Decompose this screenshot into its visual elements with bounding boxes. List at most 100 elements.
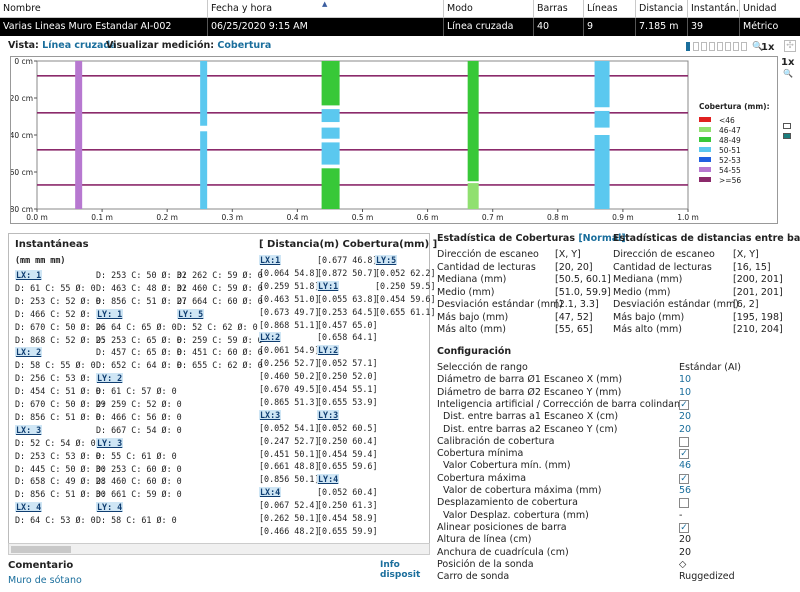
snapshot-entry: D: 661 C: 59 Ø: 0 [96, 489, 182, 499]
col-header-lines[interactable]: Líneas [584, 0, 636, 18]
snapshot-line-tag[interactable]: LY:4 [317, 474, 340, 485]
col-header-unit[interactable]: Unidad [740, 0, 800, 18]
snapshot-text: [0.250 59.5] [375, 280, 436, 291]
snapshot-line-tag[interactable]: LX: 2 [15, 347, 43, 358]
distance-stat-label: Cantidad de lecturas [613, 261, 712, 273]
snapshot-line-tag[interactable]: LX: 4 [15, 502, 43, 513]
distance-stats-title: Estadísticas de distancias entre barras [613, 233, 800, 244]
coverage-stat-label: Más bajo (mm) [437, 311, 509, 323]
snapshot-line-tag[interactable]: LY: 3 [96, 437, 124, 448]
snapshot-text: D: 58 C: 61 Ø: 0 [96, 515, 177, 526]
col-header-datetime[interactable]: Fecha y hora [208, 0, 444, 18]
config-checkbox[interactable] [679, 436, 689, 447]
snapshot-text: D: 52 C: 62 Ø: 0 [177, 321, 258, 332]
snapshot-text: [0.655 59.9] [317, 525, 378, 536]
snapshot-entry: D: 655 C: 62 Ø: 0 [177, 360, 263, 370]
x-tick-label: 0.1 m [91, 213, 113, 222]
snapshot-text: LX: 3 [15, 424, 43, 435]
view-mode-value[interactable]: Línea cruzada [42, 40, 117, 51]
config-checkbox[interactable]: ✓ [679, 522, 689, 533]
config-value[interactable]: Ruggedized [679, 571, 735, 583]
snapshot-line-tag[interactable]: LX:2 [259, 332, 282, 343]
config-value[interactable]: 20 [679, 534, 692, 546]
snapshot-line-tag[interactable]: LY:2 [317, 345, 340, 356]
snapshot-entry: [0.250 60.4] [317, 436, 378, 446]
view-toggle-2-icon[interactable] [783, 133, 791, 139]
config-value[interactable]: - [679, 509, 683, 521]
row-bars[interactable]: 40 [534, 18, 584, 36]
snapshot-line-tag[interactable]: LY:5 [375, 255, 398, 265]
snapshot-entry: D: 253 C: 53 Ø: 0 [15, 451, 101, 461]
snapshot-line-tag[interactable]: LX: 1 [15, 270, 43, 280]
legend-swatch [699, 157, 711, 162]
snapshot-line-tag[interactable]: LY: 4 [96, 502, 124, 513]
scrollbar-thumb[interactable] [11, 546, 71, 553]
row-name[interactable]: Varias Lineas Muro Estandar AI-002 [0, 18, 208, 36]
snapshot-line-tag[interactable]: LX:4 [259, 487, 282, 498]
config-value[interactable]: 46 [679, 460, 692, 472]
snapshot-line-tag[interactable]: LX:1 [259, 255, 282, 265]
config-value[interactable]: ◇ [679, 558, 687, 570]
snapshot-text: [0.460 50.2] [259, 371, 320, 382]
config-checkbox[interactable]: ✓ [679, 449, 689, 460]
display-mode-icon[interactable] [686, 42, 690, 51]
config-value[interactable]: 56 [679, 485, 692, 496]
coverage-stats-title: Estadística de Coberturas [Normal] [437, 233, 626, 244]
config-value[interactable]: 10 [679, 374, 692, 386]
scan-chart[interactable]: 0 cm 20 cm 40 cm 60 cm 80 cm 0.0 m 0.1 m 0.2 m 0… [10, 56, 778, 224]
snapshot-text: D: 61 C: 55 Ø: 0 [15, 282, 96, 293]
snapshot-text: [0.067 52.4] [259, 500, 320, 511]
config-checkbox[interactable] [679, 498, 689, 509]
side-zoom-level[interactable]: 1x [781, 57, 795, 68]
snapshot-entry: D: 658 C: 49 Ø: 28 [15, 476, 106, 486]
view-toggle-1-icon[interactable] [783, 123, 791, 129]
row-lines[interactable]: 9 [584, 18, 636, 36]
col-header-name[interactable]: Nombre [0, 0, 208, 18]
config-value[interactable]: 10 [679, 386, 692, 398]
snapshot-entry: [0.250 52.0] [317, 371, 378, 381]
snapshot-line-tag[interactable]: LX: 3 [15, 424, 43, 435]
row-datetime[interactable]: 06/25/2020 9:15 AM [208, 18, 444, 36]
col-header-mode[interactable]: Modo [444, 0, 534, 18]
row-distance[interactable]: 7.185 m [636, 18, 688, 36]
config-value[interactable]: Estándar (AI) [679, 362, 742, 373]
snapshot-entry: [0.655 53.9] [317, 397, 378, 407]
measure-value[interactable]: Cobertura [217, 40, 272, 51]
row-snapshots[interactable]: 39 [688, 18, 740, 36]
snapshot-text: D: 466 C: 56 Ø: 0 [96, 411, 182, 422]
side-zoom-icon[interactable]: 🔍 [783, 69, 793, 78]
config-label: Calibración de cobertura [437, 435, 555, 447]
row-unit[interactable]: Métrico [740, 18, 800, 36]
snapshot-text: D: 868 C: 52 Ø: 25 [15, 334, 106, 345]
comment-value[interactable]: Muro de sótano [8, 575, 82, 586]
config-value[interactable]: 20 [679, 546, 692, 558]
snapshots-scrollbar[interactable] [8, 543, 430, 555]
snapshot-text: D: 253 C: 50 Ø: 32 [96, 270, 187, 280]
device-info-link[interactable]: Info disposit [380, 560, 421, 580]
snapshot-entry: [0.872 50.7] [317, 268, 378, 278]
snapshot-line-tag[interactable]: LY:3 [317, 409, 340, 420]
snapshot-line-tag[interactable]: LY: 5 [177, 308, 205, 319]
coverage-stat-label: Cantidad de lecturas [437, 261, 536, 273]
snapshot-line-tag[interactable]: LY: 2 [96, 373, 124, 384]
x-tick-label: 0.7 m [482, 213, 504, 222]
config-value[interactable]: 20 [679, 411, 692, 423]
snapshot-line-tag[interactable]: LY: 1 [96, 308, 124, 319]
fullscreen-icon[interactable]: ✣ [784, 40, 796, 52]
snapshot-line-tag[interactable]: LY:1 [317, 280, 340, 291]
zoom-level[interactable]: 1x [761, 42, 775, 53]
zoom-icon[interactable]: 🔍 [752, 42, 764, 52]
config-checkbox[interactable]: ✓ [679, 473, 689, 484]
snapshot-line-tag[interactable]: LX:3 [259, 409, 282, 420]
col-header-bars[interactable]: Barras [534, 0, 584, 18]
config-checkbox[interactable]: ✓ [679, 399, 689, 410]
config-value[interactable]: 20 [679, 423, 692, 435]
col-header-snapshots[interactable]: Instantán... [688, 0, 740, 18]
row-mode[interactable]: Línea cruzada [444, 18, 534, 36]
rebar-segment [200, 131, 208, 209]
snapshot-entry: [0.052 57.1] [317, 358, 378, 368]
col-header-distance[interactable]: Distancia [636, 0, 688, 18]
snapshot-text: D: 256 C: 53 Ø: 0 [15, 373, 101, 384]
scroll-indicator[interactable] [693, 42, 751, 51]
rebar-segment [594, 135, 610, 209]
